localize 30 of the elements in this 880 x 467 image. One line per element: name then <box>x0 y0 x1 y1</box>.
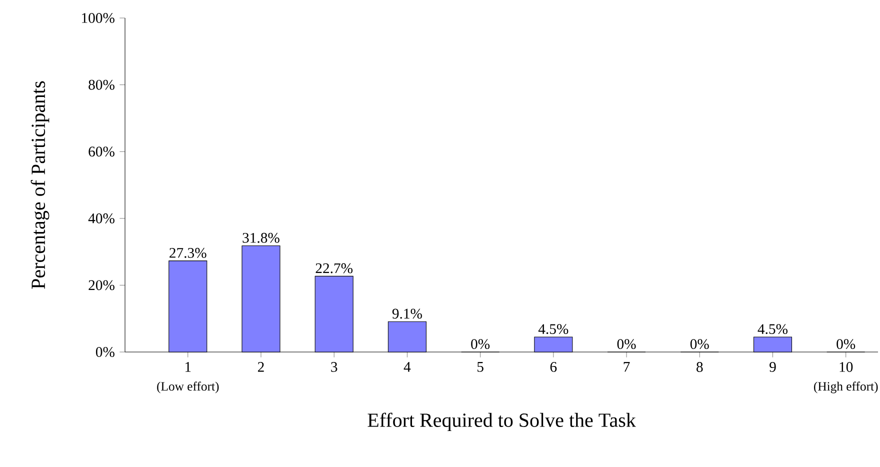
x-tick-label: 1 <box>186 362 191 372</box>
data-label: 0% <box>617 339 636 350</box>
data-label: 4.5% <box>538 324 568 334</box>
y-tick-label: 20% <box>88 280 114 290</box>
y-tick-label: 60% <box>88 146 114 157</box>
x-tick-label: 10 <box>840 362 853 372</box>
x-axis-title: Effort Required to Solve the Task <box>368 412 636 432</box>
data-label: 9.1% <box>392 308 422 319</box>
x-tick-label: 4 <box>404 362 411 372</box>
data-label: 0% <box>690 339 709 350</box>
y-tick-label: 100% <box>82 13 114 23</box>
x-tick-label: 6 <box>550 362 557 372</box>
text: (Low effort) <box>157 382 219 394</box>
x-tick-label: 8 <box>696 362 703 372</box>
x-tick-label: 3 <box>331 362 338 372</box>
data-label: 0% <box>836 339 856 350</box>
x-tick-label: 7 <box>624 362 630 372</box>
x-tick-label: 5 <box>478 362 484 372</box>
data-label: 4.5% <box>758 324 788 334</box>
y-tick-label: 40% <box>88 213 114 224</box>
x-tick-label: 9 <box>770 362 776 372</box>
y-tick-label: 80% <box>88 80 114 90</box>
data-label: 27.3% <box>170 248 206 258</box>
y-tick-label: 0% <box>96 347 114 357</box>
x-tick-label: 2 <box>258 362 264 372</box>
data-label: 22.7% <box>316 263 353 274</box>
y-axis-title: Percentage of Participants <box>30 81 50 289</box>
data-label: 31.8% <box>242 232 280 243</box>
text: (High effort) <box>814 382 878 394</box>
data-label: 0% <box>471 339 490 350</box>
